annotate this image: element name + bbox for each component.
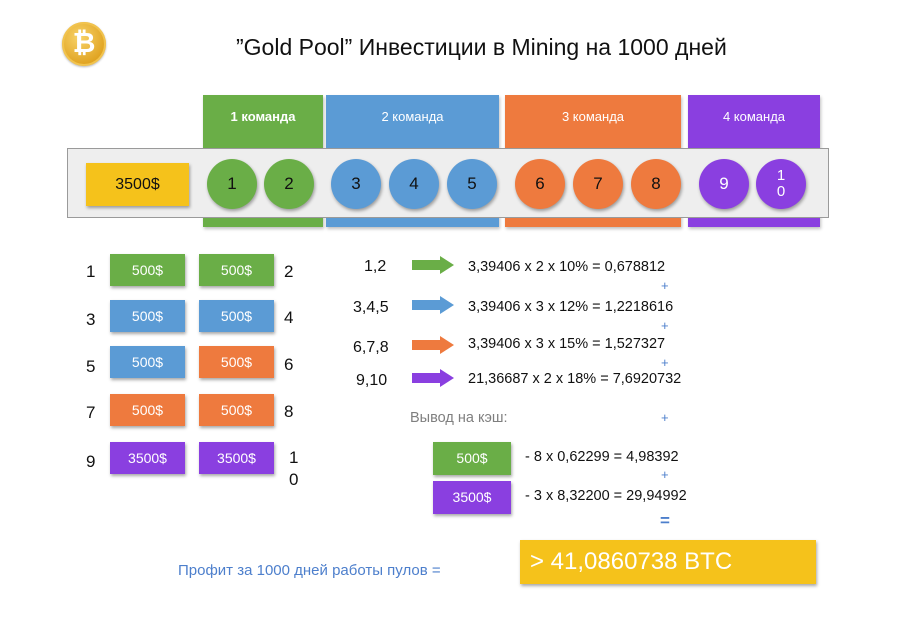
cashout-box: 3500$ bbox=[433, 481, 511, 514]
investment-box: 500$ bbox=[199, 346, 274, 378]
pool-ball-9: 9 bbox=[699, 159, 749, 209]
row-number: 2 bbox=[284, 262, 294, 281]
cashout-formula: - 3 x 8,32200 = 29,94992 bbox=[525, 488, 687, 504]
row-number: 7 bbox=[86, 403, 96, 422]
start-amount-box: 3500$ bbox=[86, 163, 189, 206]
plus-sign: + bbox=[661, 410, 669, 425]
pool-ball-10-line1: 1 bbox=[776, 167, 786, 184]
investment-box: 500$ bbox=[199, 394, 274, 426]
calc-formula: 3,39406 x 3 x 15% = 1,527327 bbox=[468, 336, 666, 352]
row-number-10: 1 0 bbox=[289, 447, 298, 491]
pool-ball-6: 6 bbox=[515, 159, 565, 209]
profit-label: Профит за 1000 дней работы пулов = bbox=[178, 562, 441, 579]
calc-formula: 3,39406 x 3 x 12% = 1,2218616 bbox=[468, 299, 674, 315]
arrow-shape bbox=[412, 256, 454, 274]
plus-sign: + bbox=[661, 467, 669, 482]
calc-label: 6,7,8 bbox=[353, 339, 389, 356]
pool-ball-4: 4 bbox=[389, 159, 439, 209]
equals-sign: = bbox=[660, 511, 670, 530]
calc-formula: 3,39406 x 2 x 10% = 0,678812 bbox=[468, 259, 666, 275]
investment-box: 3500$ bbox=[110, 442, 185, 474]
plus-sign: + bbox=[661, 318, 669, 333]
row-number: 9 bbox=[86, 452, 96, 471]
right-arrow-icon bbox=[412, 336, 454, 354]
row-number: 8 bbox=[284, 402, 294, 421]
pool-ball-3: 3 bbox=[331, 159, 381, 209]
pool-ball-5: 5 bbox=[447, 159, 497, 209]
right-arrow-icon bbox=[412, 296, 454, 314]
investment-box: 500$ bbox=[110, 254, 185, 286]
pool-ball-1: 1 bbox=[207, 159, 257, 209]
pool-ball-10: 1 0 bbox=[756, 159, 806, 209]
cashout-formula: - 8 x 0,62299 = 4,98392 bbox=[525, 449, 679, 465]
investment-box: 500$ bbox=[110, 300, 185, 332]
investment-box: 500$ bbox=[199, 254, 274, 286]
arrow-shape bbox=[412, 296, 454, 314]
row-number: 1 bbox=[86, 262, 96, 281]
investment-box: 500$ bbox=[199, 300, 274, 332]
row-number: 3 bbox=[86, 310, 96, 329]
row-number: 6 bbox=[284, 355, 294, 374]
row-number-10-line1: 1 bbox=[289, 448, 299, 467]
calc-label: 9,10 bbox=[356, 372, 388, 389]
calc-label: 1,2 bbox=[364, 258, 387, 275]
row-number-10-line2: 0 bbox=[289, 470, 299, 489]
row-number: 5 bbox=[86, 357, 96, 376]
pool-ball-7: 7 bbox=[573, 159, 623, 209]
calc-label: 3,4,5 bbox=[353, 299, 389, 316]
investment-box: 3500$ bbox=[199, 442, 274, 474]
investment-box: 500$ bbox=[110, 394, 185, 426]
pool-ball-10-line2: 0 bbox=[776, 183, 786, 200]
cashout-box: 500$ bbox=[433, 442, 511, 475]
arrow-shape bbox=[412, 369, 454, 387]
plus-sign: + bbox=[661, 355, 669, 370]
row-number: 4 bbox=[284, 308, 294, 327]
page-title: ”Gold Pool” Инвестиции в Mining на 1000 … bbox=[236, 34, 727, 60]
pool-ball-2: 2 bbox=[264, 159, 314, 209]
investment-box: 500$ bbox=[110, 346, 185, 378]
cashout-label: Вывод на кэш: bbox=[410, 410, 508, 426]
profit-result: > 41,0860738 BTC bbox=[520, 540, 816, 584]
right-arrow-icon bbox=[412, 369, 454, 387]
plus-sign: + bbox=[661, 278, 669, 293]
pool-ball-8: 8 bbox=[631, 159, 681, 209]
calc-formula: 21,36687 x 2 x 18% = 7,6920732 bbox=[468, 371, 682, 387]
arrow-shape bbox=[412, 336, 454, 354]
bitcoin-logo-icon: ₿ bbox=[62, 22, 106, 66]
right-arrow-icon bbox=[412, 256, 454, 274]
